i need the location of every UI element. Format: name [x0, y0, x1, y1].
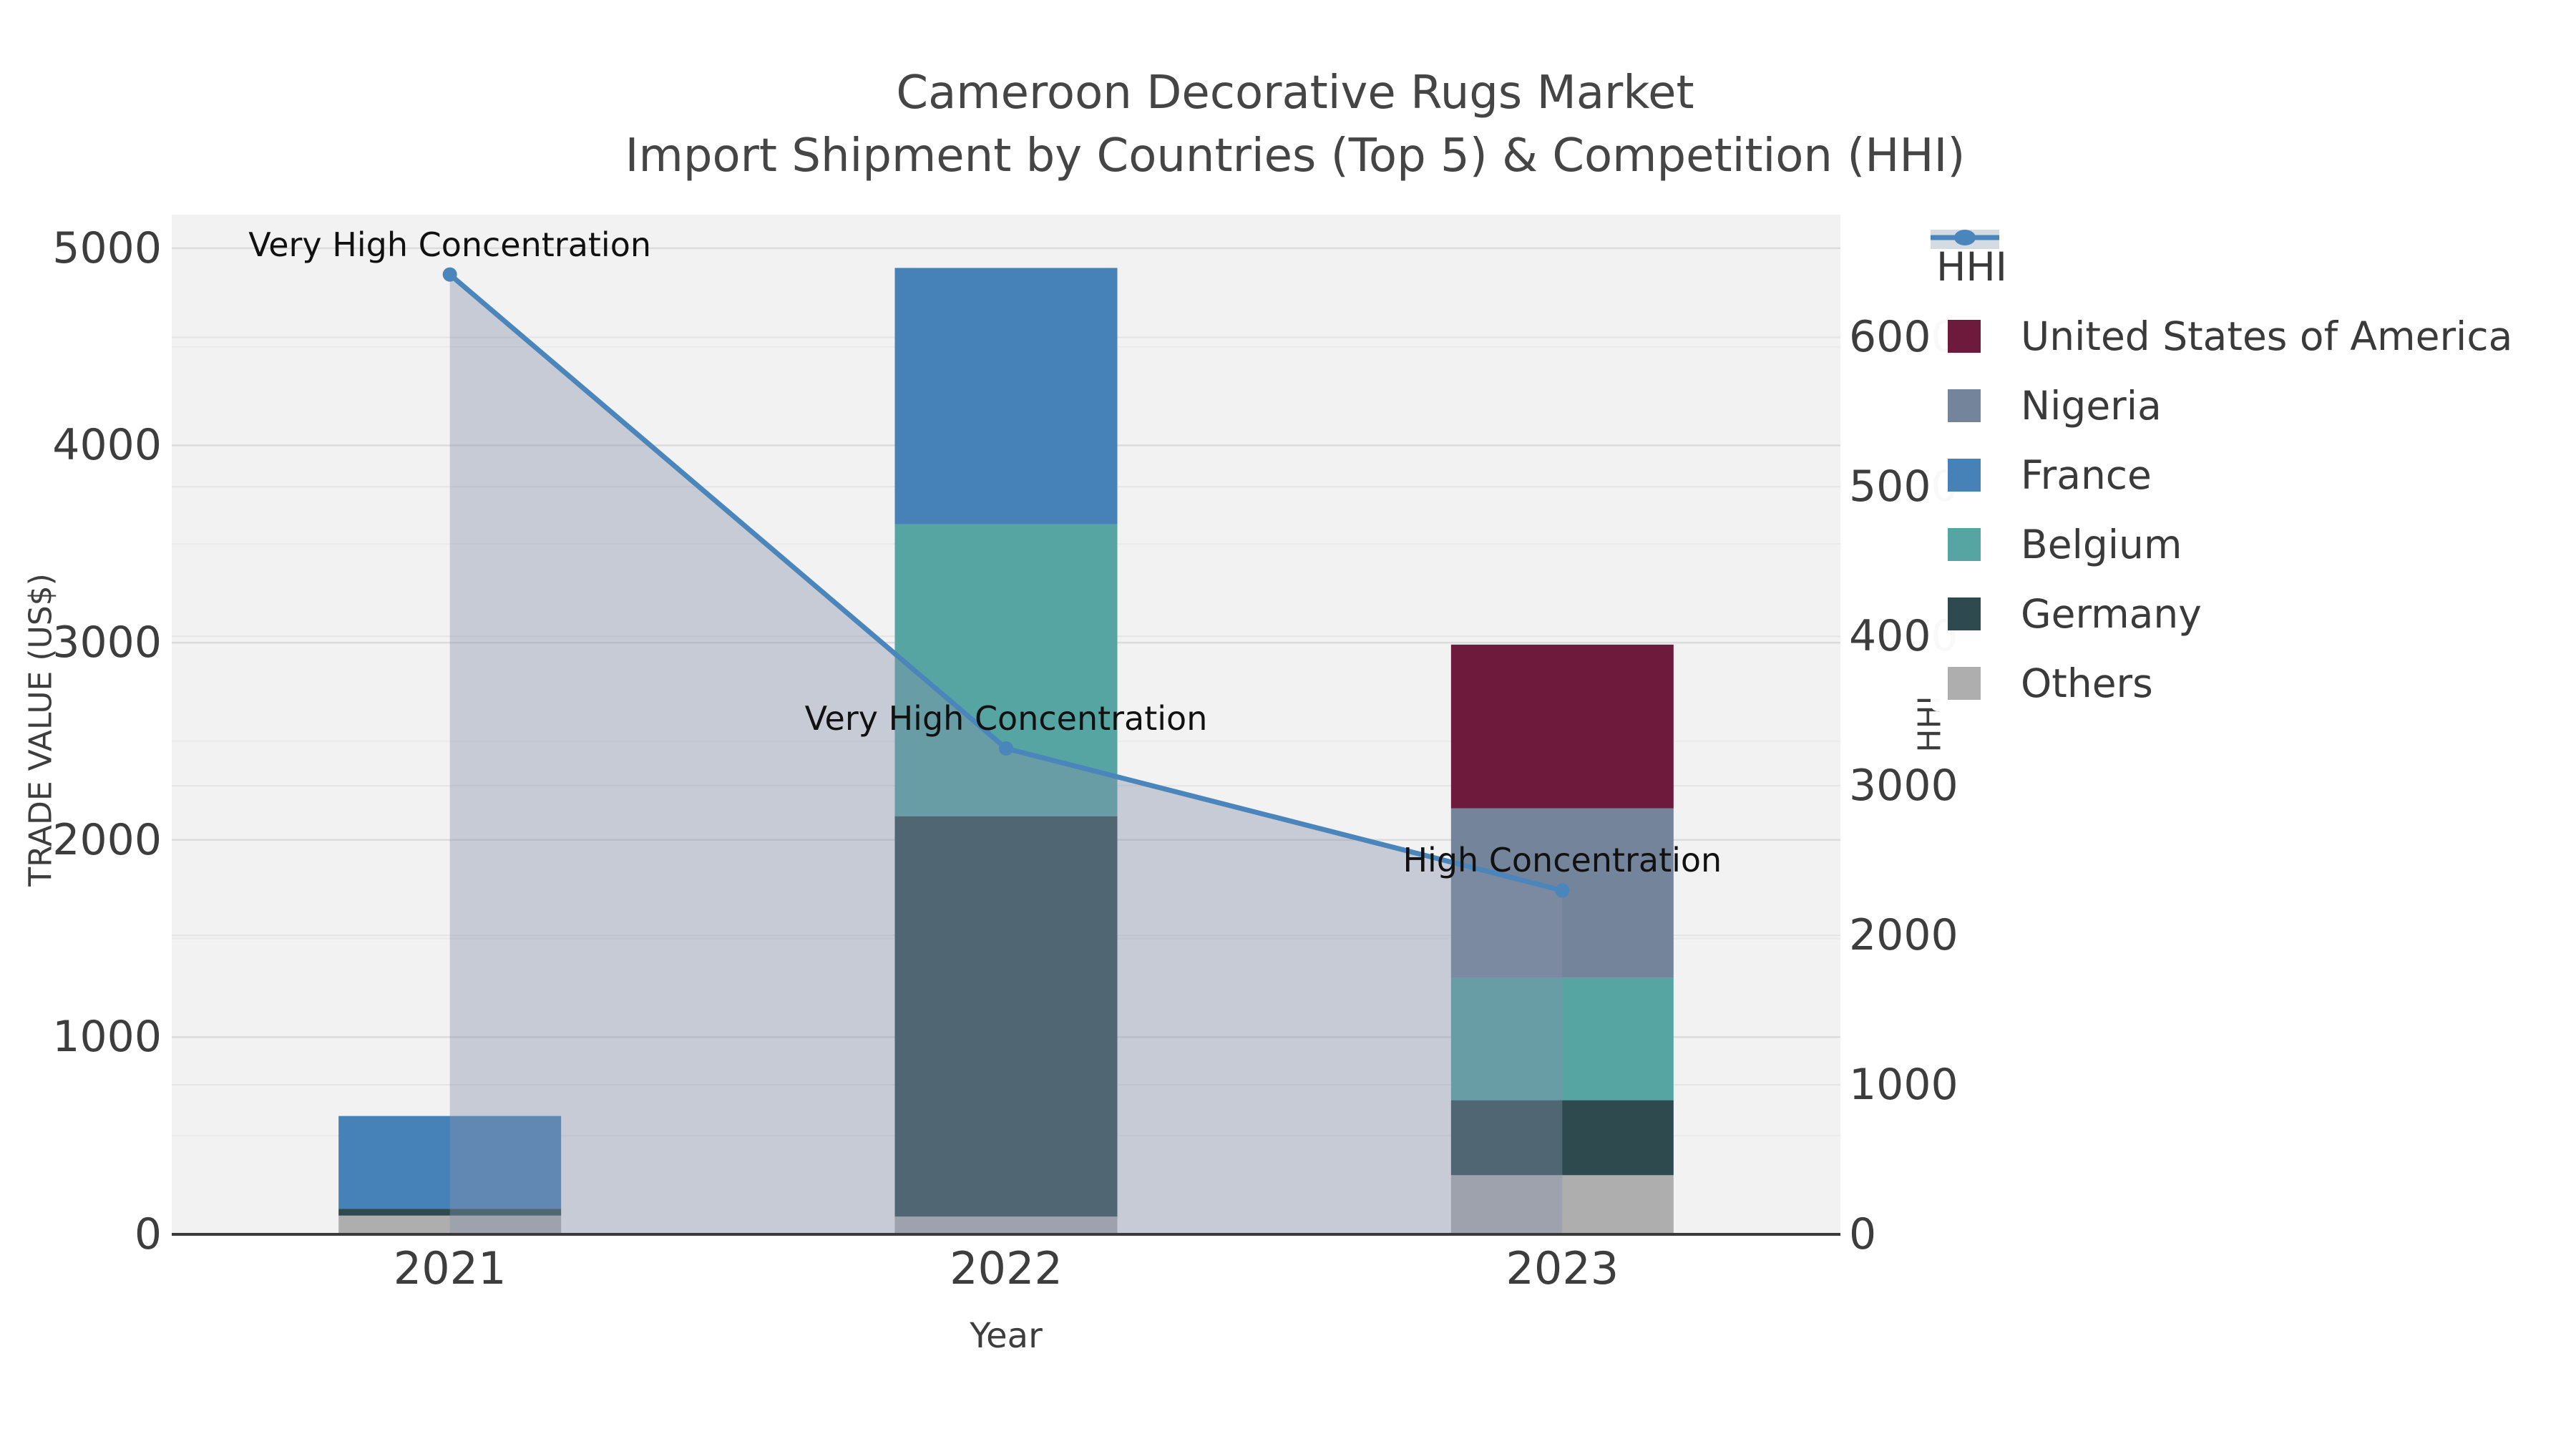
annotation-2022: Very High Concentration: [804, 698, 1208, 738]
y-left-tick-3000: 3000: [52, 618, 162, 668]
x-axis-label: Year: [970, 1316, 1043, 1356]
legend-item-france: France: [1936, 440, 2570, 509]
x-tick-2022: 2022: [950, 1242, 1063, 1294]
y-right-tick-3000: 3000: [1849, 761, 1958, 811]
bar-segment-france-2022: [894, 268, 1118, 525]
y-left-tick-5000: 5000: [52, 223, 162, 273]
bar-segment-united-states-of-america-2023: [1450, 644, 1674, 809]
y-right-tick-2000: 2000: [1849, 910, 1958, 961]
legend-label: Nigeria: [2021, 382, 2162, 429]
bar-segment-others-2023: [1450, 1175, 1674, 1234]
legend-label: HHI: [1936, 243, 2007, 290]
x-tick-2023: 2023: [1506, 1242, 1619, 1294]
x-tick-2021: 2021: [393, 1242, 507, 1294]
bar-segment-germany-2022: [894, 816, 1118, 1217]
bar-segment-others-2021: [338, 1215, 562, 1234]
y-right-tick-0: 0: [1849, 1209, 1877, 1259]
y-right-tick-1000: 1000: [1849, 1060, 1958, 1111]
y-left-axis-label: TRADE VALUE (US$): [22, 573, 59, 887]
hhi-point-2022: [999, 741, 1013, 756]
legend-item-belgium: Belgium: [1936, 509, 2570, 579]
legend-label: Belgium: [2021, 521, 2182, 567]
annotation-2023: High Concentration: [1402, 841, 1722, 880]
y-left-tick-2000: 2000: [52, 814, 162, 865]
legend-label: Others: [2021, 660, 2153, 706]
hhi-line-legend-icon: [1931, 230, 1999, 249]
chart-title-line2: Import Shipment by Countries (Top 5) & C…: [625, 130, 1966, 182]
y-left-tick-1000: 1000: [52, 1012, 162, 1063]
bar-segment-belgium-2023: [1450, 977, 1674, 1101]
hhi-point-2023: [1555, 883, 1570, 898]
bar-segment-germany-2023: [1450, 1100, 1674, 1176]
legend-item-nigeria: Nigeria: [1936, 371, 2570, 440]
legend-swatch-icon: [1948, 458, 1981, 492]
legend-swatch-icon: [1948, 666, 1981, 700]
bar-segment-others-2022: [894, 1216, 1118, 1234]
y-left-tick-4000: 4000: [52, 420, 162, 471]
hhi-point-2021: [442, 267, 457, 282]
chart-title: Cameroon Decorative Rugs Market Import S…: [14, 62, 2576, 187]
legend-label: France: [2021, 452, 2152, 498]
legend-swatch-icon: [1948, 527, 1981, 561]
bar-segment-germany-2021: [338, 1209, 562, 1216]
legend-item-united-states-of-america: United States of America: [1936, 301, 2570, 371]
legend: HHI United States of America Nigeria France…: [1931, 223, 2570, 711]
chart-title-line1: Cameroon Decorative Rugs Market: [896, 67, 1694, 119]
bar-segment-france-2021: [338, 1116, 562, 1209]
annotation-2021: Very High Concentration: [248, 225, 652, 264]
legend-swatch-icon: [1948, 319, 1981, 353]
legend-swatch-icon: [1948, 597, 1981, 630]
legend-item-others: Others: [1936, 648, 2570, 718]
legend-item-germany: Germany: [1936, 579, 2570, 648]
y-left-tick-0: 0: [134, 1209, 162, 1259]
legend-item-hhi: HHI: [1931, 230, 2570, 301]
legend-label: United States of America: [2021, 313, 2513, 359]
legend-swatch-icon: [1948, 389, 1981, 422]
legend-label: Germany: [2021, 590, 2202, 637]
